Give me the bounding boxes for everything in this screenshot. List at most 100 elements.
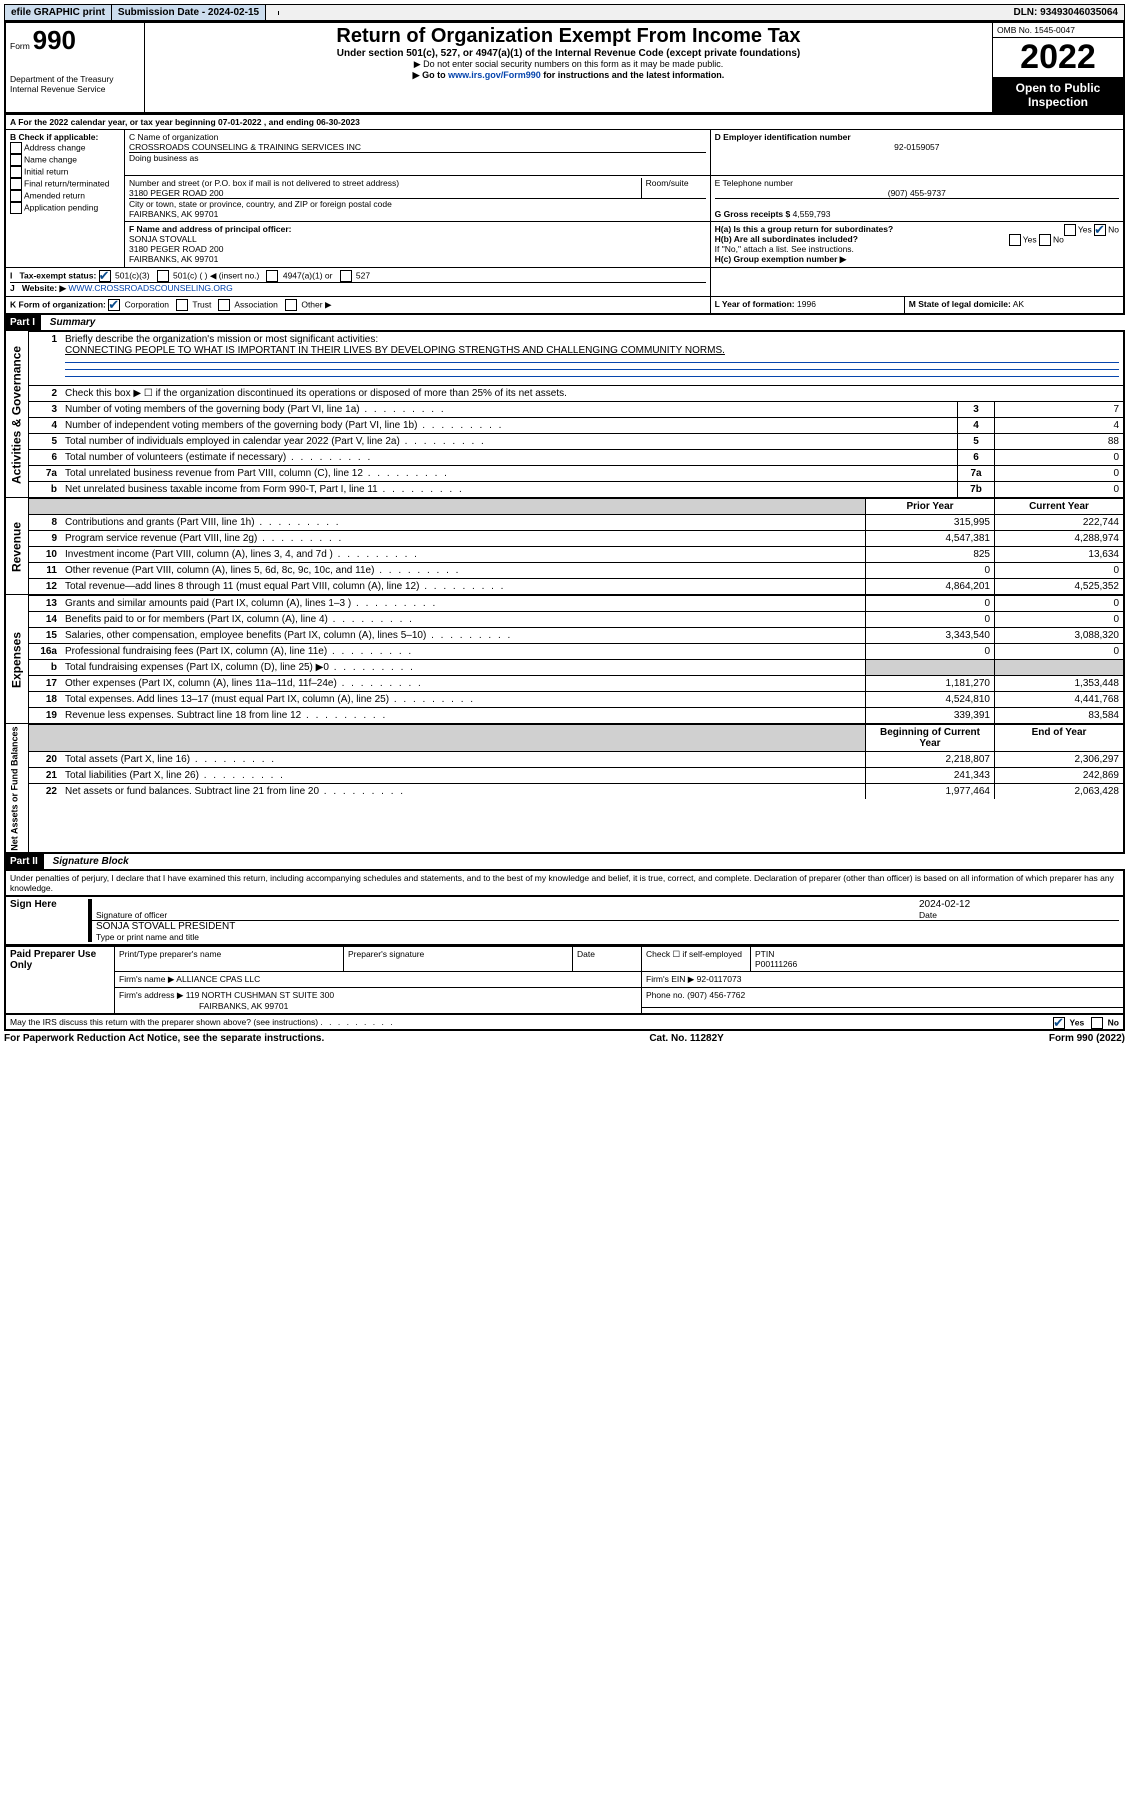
form-label: Form: [10, 41, 30, 51]
org-city: FAIRBANKS, AK 99701: [129, 209, 706, 219]
date-label: Date: [919, 910, 1119, 920]
opt-4947: 4947(a)(1) or: [283, 270, 333, 280]
signature-table: Sign Here Signature of officer 2024-02-1…: [4, 895, 1125, 946]
chk-hb-no[interactable]: [1039, 234, 1051, 246]
chk-other[interactable]: [285, 299, 297, 311]
box-c-name-label: C Name of organization: [129, 132, 706, 142]
org-name: CROSSROADS COUNSELING & TRAINING SERVICE…: [129, 142, 706, 152]
chk-address-change[interactable]: [10, 142, 22, 154]
chk-discuss-no[interactable]: [1091, 1017, 1103, 1029]
part1-table: Activities & Governance 1 Briefly descri…: [4, 330, 1125, 854]
room-suite-label: Room/suite: [641, 178, 706, 198]
sig-date: 2024-02-12: [919, 899, 1119, 910]
side-rev: Revenue: [5, 498, 29, 595]
opt-app-pending: Application pending: [24, 202, 98, 212]
org-street: 3180 PEGER ROAD 200: [129, 188, 641, 198]
website-link[interactable]: WWW.CROSSROADSCOUNSELING.ORG: [68, 283, 232, 293]
period-begin: 07-01-2022: [218, 117, 261, 127]
data-row: 11Other revenue (Part VIII, column (A), …: [29, 563, 1123, 579]
officer-name-title: SONJA STOVALL PRESIDENT: [96, 921, 1119, 932]
chk-final-return[interactable]: [10, 178, 22, 190]
gov-row: 4Number of independent voting members of…: [29, 418, 1123, 434]
sig-officer-label: Signature of officer: [96, 910, 915, 920]
chk-initial-return[interactable]: [10, 166, 22, 178]
gov-row: 6Total number of volunteers (estimate if…: [29, 450, 1123, 466]
chk-discuss-yes[interactable]: [1053, 1017, 1065, 1029]
chk-501c[interactable]: [157, 270, 169, 282]
opt-amended-return: Amended return: [24, 190, 85, 200]
chk-4947[interactable]: [266, 270, 278, 282]
chk-trust[interactable]: [176, 299, 188, 311]
data-row: 9Program service revenue (Part VIII, lin…: [29, 531, 1123, 547]
chk-ha-yes[interactable]: [1064, 224, 1076, 236]
period-text-b: , and ending: [264, 117, 316, 127]
chk-amended-return[interactable]: [10, 190, 22, 202]
discuss-label: May the IRS discuss this return with the…: [10, 1017, 318, 1027]
box-d-label: D Employer identification number: [715, 132, 1119, 142]
self-employed-check: Check ☐ if self-employed: [642, 947, 751, 972]
state-domicile: AK: [1013, 299, 1024, 309]
submission-date-button[interactable]: Submission Date - 2024-02-15: [112, 5, 266, 20]
data-row: 12Total revenue—add lines 8 through 11 (…: [29, 579, 1123, 595]
part2-title: Signature Block: [47, 854, 135, 869]
box-g-label: G Gross receipts $: [715, 209, 791, 219]
efile-print-button[interactable]: efile GRAPHIC print: [5, 5, 112, 20]
firm-ein-label: Firm's EIN ▶: [646, 974, 694, 984]
box-j-label: Website: ▶: [22, 283, 66, 293]
ein-value: 92-0159057: [715, 142, 1119, 152]
chk-501c3[interactable]: [99, 270, 111, 282]
data-row: 14Benefits paid to or for members (Part …: [29, 612, 1123, 628]
paid-preparer-label: Paid Preparer Use Only: [5, 947, 115, 1015]
sign-here-label: Sign Here: [5, 896, 84, 945]
year-formation: 1996: [797, 299, 816, 309]
box-k-label: K Form of organization:: [10, 299, 106, 309]
chk-app-pending[interactable]: [10, 202, 22, 214]
open-public-box: Open to Public Inspection: [993, 78, 1123, 112]
chk-527[interactable]: [340, 270, 352, 282]
box-c-city-label: City or town, state or province, country…: [129, 198, 706, 209]
pra-notice: For Paperwork Reduction Act Notice, see …: [4, 1033, 324, 1044]
form-instr1: ▶ Do not enter social security numbers o…: [149, 59, 988, 70]
opt-address-change: Address change: [24, 142, 85, 152]
col-begin-year: Beginning of Current Year: [866, 725, 995, 752]
data-row: 17Other expenses (Part IX, column (A), l…: [29, 676, 1123, 692]
identity-table: A For the 2022 calendar year, or tax yea…: [4, 114, 1125, 315]
tax-year: 2022: [993, 37, 1123, 78]
chk-corp[interactable]: [108, 299, 120, 311]
form-header-table: Form 990 Department of the Treasury Inte…: [4, 21, 1125, 114]
firm-city: FAIRBANKS, AK 99701: [119, 1001, 637, 1011]
officer-street: 3180 PEGER ROAD 200: [129, 244, 706, 254]
data-row: 21Total liabilities (Part X, line 26)241…: [29, 768, 1123, 784]
phone-label: Phone no.: [646, 990, 685, 1000]
form-title: Return of Organization Exempt From Incom…: [149, 25, 988, 48]
chk-hb-yes[interactable]: [1009, 234, 1021, 246]
chk-assoc[interactable]: [218, 299, 230, 311]
box-c-street-label: Number and street (or P.O. box if mail i…: [129, 178, 641, 188]
data-row: 18Total expenses. Add lines 13–17 (must …: [29, 692, 1123, 708]
opt-trust: Trust: [192, 299, 211, 309]
chk-name-change[interactable]: [10, 154, 22, 166]
prep-phone: (907) 456-7762: [687, 990, 745, 1000]
hc-label: H(c) Group exemption number ▶: [715, 254, 1119, 265]
chk-ha-no[interactable]: [1094, 224, 1106, 236]
data-row: 13Grants and similar amounts paid (Part …: [29, 596, 1123, 612]
firm-addr-label: Firm's address ▶: [119, 990, 183, 1000]
dln-label: DLN: 93493046035064: [1007, 5, 1124, 20]
side-na: Net Assets or Fund Balances: [5, 724, 29, 854]
omb-label: OMB No. 1545-0047: [993, 23, 1123, 37]
col-end-year: End of Year: [995, 725, 1124, 752]
toolbar-spacer: [266, 11, 279, 15]
firm-name: ALLIANCE CPAS LLC: [176, 974, 260, 984]
data-row: 15Salaries, other compensation, employee…: [29, 628, 1123, 644]
opt-final-return: Final return/terminated: [24, 178, 110, 188]
period-text-a: For the 2022 calendar year, or tax year …: [18, 117, 218, 127]
firm-name-label: Firm's name ▶: [119, 974, 174, 984]
dept-label: Department of the Treasury Internal Reve…: [10, 74, 140, 94]
box-f-label: F Name and address of principal officer:: [129, 224, 706, 234]
data-row: 22Net assets or fund balances. Subtract …: [29, 784, 1123, 800]
data-row: 16aProfessional fundraising fees (Part I…: [29, 644, 1123, 660]
opt-assoc: Association: [234, 299, 277, 309]
part1-header-row: Part I Summary: [4, 315, 1125, 330]
irs-link[interactable]: www.irs.gov/Form990: [448, 70, 541, 80]
form-number: 990: [33, 25, 76, 55]
